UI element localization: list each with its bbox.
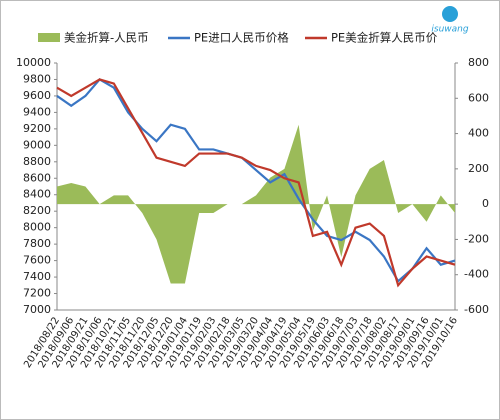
y-tick-label: 7200 <box>23 287 51 300</box>
logo-text: isuwang <box>431 25 468 35</box>
y-tick-label: 8600 <box>23 171 51 184</box>
legend-label: PE进口人民币价格 <box>194 31 289 45</box>
y-tick-label: 9800 <box>23 72 51 85</box>
y2-tick-label: 600 <box>468 91 489 104</box>
y2-tick-label: -200 <box>464 232 489 245</box>
y2-tick-label: -400 <box>464 268 489 281</box>
y2-tick-label: 400 <box>468 127 489 140</box>
y-tick-label: 7400 <box>23 270 51 283</box>
area <box>57 124 455 284</box>
y-tick-label: 8200 <box>23 204 51 217</box>
y-tick-label: 9400 <box>23 105 51 118</box>
y-tick-label: 7000 <box>23 303 51 316</box>
y2-tick-label: 200 <box>468 162 489 175</box>
y-tick-label: 8000 <box>23 221 51 234</box>
y-tick-label: 8800 <box>23 155 51 168</box>
legend-label: 美金折算-人民币 <box>64 31 149 45</box>
logo-icon <box>442 6 458 22</box>
y-tick-label: 10000 <box>16 56 51 69</box>
y-tick-label: 9600 <box>23 89 51 102</box>
y2-tick-label: 0 <box>482 197 489 210</box>
y-tick-label: 9000 <box>23 138 51 151</box>
y-tick-label: 7600 <box>23 254 51 267</box>
y-tick-label: 8400 <box>23 188 51 201</box>
y2-tick-label: 800 <box>468 56 489 69</box>
legend-label: PE美金折算人民币价 <box>331 31 438 45</box>
y-tick-label: 7800 <box>23 237 51 250</box>
legend-swatch <box>38 33 60 42</box>
line <box>56 78 456 288</box>
y-tick-label: 9200 <box>23 122 51 135</box>
y2-tick-label: -600 <box>464 303 489 316</box>
line <box>56 78 456 283</box>
